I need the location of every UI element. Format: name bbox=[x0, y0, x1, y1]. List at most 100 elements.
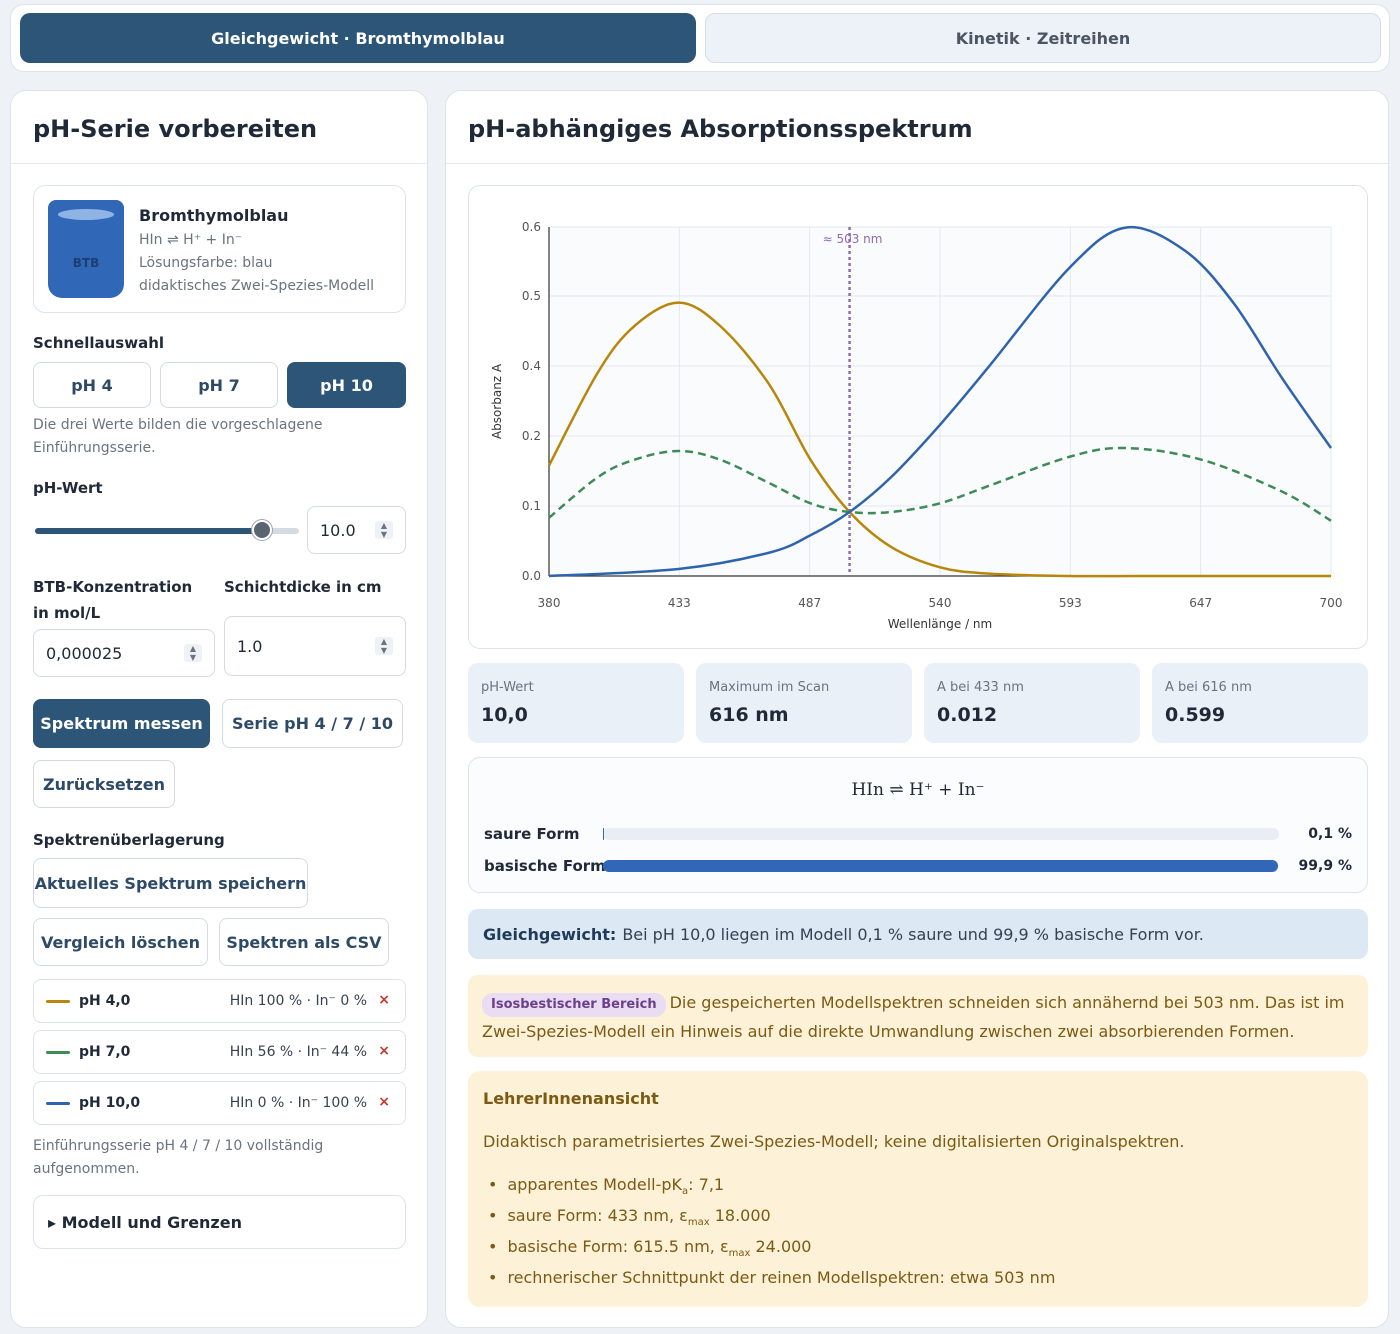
overlay-item-name: pH 10,0 bbox=[79, 1095, 141, 1111]
y-tick-label: 0.2 bbox=[522, 429, 541, 443]
overlay-item-name: pH 7,0 bbox=[79, 1044, 131, 1060]
ph-slider-fill bbox=[35, 528, 263, 534]
pathlength-input[interactable]: 1.0 ▲ ▼ bbox=[224, 616, 406, 676]
concentration-value: 0,000025 bbox=[46, 643, 123, 663]
quick-select-hint: Die drei Werte bilden die vorgeschlagene… bbox=[33, 417, 323, 456]
equilibrium-info-label: Gleichgewicht: bbox=[483, 924, 617, 944]
overlay-status: Einführungsserie pH 4 / 7 / 10 vollständ… bbox=[33, 1138, 324, 1177]
export-csv-button[interactable]: Spektren als CSV bbox=[219, 918, 389, 966]
concentration-input[interactable]: 0,000025 ▲ ▼ bbox=[33, 629, 215, 677]
stat-value: 0.012 bbox=[937, 704, 998, 726]
y-tick-label: 0.5 bbox=[522, 289, 541, 303]
remove-icon[interactable]: × bbox=[378, 1043, 390, 1059]
tab-kinetics[interactable]: Kinetik · Zeitreihen bbox=[705, 13, 1381, 63]
indicator-color: Lösungsfarbe: blau bbox=[139, 255, 273, 271]
base-form-bar-fill bbox=[603, 860, 1279, 872]
equilibrium-info: Gleichgewicht: Bei pH 10,0 liegen im Mod… bbox=[468, 909, 1368, 959]
teacher-view-text: Didaktisch parametrisiertes Zwei-Spezies… bbox=[483, 1132, 1185, 1151]
stat-label: Maximum im Scan bbox=[709, 680, 830, 695]
vial-icon: BTB bbox=[48, 200, 124, 298]
ph-slider[interactable] bbox=[35, 520, 299, 540]
overlay-item: pH 10,0 HIn 0 % · In⁻ 100 % × bbox=[33, 1081, 406, 1125]
indicator-model: didaktisches Zwei-Spezies-Modell bbox=[139, 278, 375, 294]
x-axis-label: Wellenlänge / nm bbox=[888, 617, 992, 631]
series-swatch-icon bbox=[46, 1102, 70, 1105]
x-tick-label: 540 bbox=[929, 596, 952, 610]
x-tick-label: 380 bbox=[538, 596, 561, 610]
overlay-item-name: pH 4,0 bbox=[79, 993, 131, 1009]
spectrum-chart-svg: 380 433 487 540 593 647 700 0.0 0.1 0.2 0.4 0.5 0.6 W… bbox=[490, 220, 1343, 631]
stat-value: 0.599 bbox=[1165, 704, 1226, 726]
pathlength-label: Schichtdicke in cm bbox=[224, 578, 382, 596]
teacher-view-list: apparentes Modell-pKa: 7,1 saure Form: 4… bbox=[488, 1175, 1055, 1299]
overlay-item: pH 4,0 HIn 100 % · In⁻ 0 % × bbox=[33, 979, 406, 1023]
y-axis-label: Absorbanz A bbox=[490, 363, 504, 439]
tab-bar: Gleichgewicht · Bromthymolblau Kinetik ·… bbox=[10, 4, 1390, 72]
list-item: rechnerischer Schnittpunkt der reinen Mo… bbox=[488, 1268, 1055, 1299]
remove-icon[interactable]: × bbox=[378, 1094, 390, 1110]
acid-form-bar bbox=[603, 828, 1279, 840]
overlay-label: Spektrenüberlagerung bbox=[33, 831, 225, 849]
series-swatch-icon bbox=[46, 1000, 70, 1003]
clear-comparison-button[interactable]: Vergleich löschen bbox=[33, 918, 208, 966]
divider bbox=[446, 163, 1388, 164]
acid-form-percent: 0,1 % bbox=[1308, 826, 1352, 842]
model-limits-toggle[interactable]: ▸ Modell und Grenzen bbox=[33, 1195, 406, 1249]
overlay-item: pH 7,0 HIn 56 % · In⁻ 44 % × bbox=[33, 1030, 406, 1074]
y-tick-label: 0.1 bbox=[522, 499, 541, 513]
divider bbox=[11, 163, 427, 164]
x-tick-label: 593 bbox=[1059, 596, 1082, 610]
spectrum-panel: pH-abhängiges Absorptionsspektrum 380 433… bbox=[445, 90, 1389, 1328]
measure-spectrum-button[interactable]: Spektrum messen bbox=[33, 699, 210, 748]
quick-select-label: Schnellauswahl bbox=[33, 334, 165, 352]
base-form-percent: 99,9 % bbox=[1298, 858, 1352, 874]
acid-form-label: saure Form bbox=[484, 825, 580, 843]
stat-label: pH-Wert bbox=[481, 680, 534, 695]
remove-icon[interactable]: × bbox=[378, 992, 390, 1008]
x-tick-label: 433 bbox=[668, 596, 691, 610]
stat-label: A bei 616 nm bbox=[1165, 680, 1252, 695]
teacher-view: LehrerInnenansicht Didaktisch parametris… bbox=[468, 1071, 1368, 1307]
equilibrium-info-text: Bei pH 10,0 liegen im Modell 0,1 % saure… bbox=[622, 924, 1204, 944]
y-tick-label: 0.0 bbox=[522, 569, 541, 583]
stat-label: A bei 433 nm bbox=[937, 680, 1024, 695]
x-tick-label: 487 bbox=[798, 596, 821, 610]
stat-card-ph: pH-Wert 10,0 bbox=[468, 663, 684, 743]
teacher-view-title: LehrerInnenansicht bbox=[483, 1089, 659, 1108]
stat-card-maximum: Maximum im Scan 616 nm bbox=[696, 663, 912, 743]
y-tick-label: 0.6 bbox=[522, 220, 541, 234]
x-tick-label: 700 bbox=[1320, 596, 1343, 610]
ph-input[interactable]: 10.0 ▲ ▼ bbox=[307, 506, 406, 554]
control-panel-title: pH-Serie vorbereiten bbox=[33, 115, 318, 143]
control-panel: pH-Serie vorbereiten BTB Bromthymolblau … bbox=[10, 90, 428, 1328]
quick-ph10-button[interactable]: pH 10 bbox=[287, 362, 406, 408]
indicator-name: Bromthymolblau bbox=[139, 206, 289, 225]
overlay-item-info: HIn 100 % · In⁻ 0 % bbox=[229, 993, 367, 1009]
reset-button[interactable]: Zurücksetzen bbox=[33, 760, 175, 808]
equilibrium-box: HIn ⇌ H⁺ + In⁻ saure Form 0,1 % basische… bbox=[468, 757, 1368, 893]
tab-equilibrium[interactable]: Gleichgewicht · Bromthymolblau bbox=[20, 13, 696, 63]
series-button[interactable]: Serie pH 4 / 7 / 10 bbox=[222, 699, 403, 748]
ph-slider-handle[interactable] bbox=[252, 520, 273, 540]
base-form-bar bbox=[603, 860, 1279, 872]
series-swatch-icon bbox=[46, 1051, 70, 1054]
pathlength-value: 1.0 bbox=[237, 636, 263, 656]
stat-value: 616 nm bbox=[709, 704, 789, 726]
y-tick-label: 0.4 bbox=[522, 359, 541, 373]
ph-spinner-icon[interactable]: ▲ ▼ bbox=[375, 521, 393, 539]
stat-card-a616: A bei 616 nm 0.599 bbox=[1152, 663, 1368, 743]
concentration-spinner-icon[interactable]: ▲ ▼ bbox=[184, 644, 202, 662]
list-item: basische Form: 615.5 nm, εmax 24.000 bbox=[488, 1237, 1055, 1268]
quick-ph7-button[interactable]: pH 7 bbox=[160, 362, 278, 408]
stat-value: 10,0 bbox=[481, 704, 528, 726]
vial-label: BTB bbox=[72, 256, 100, 270]
save-spectrum-button[interactable]: Aktuelles Spektrum speichern bbox=[33, 858, 308, 908]
series-line-ph-7-0 bbox=[548, 446, 1332, 522]
pathlength-spinner-icon[interactable]: ▲ ▼ bbox=[375, 637, 393, 655]
quick-ph4-button[interactable]: pH 4 bbox=[33, 362, 151, 408]
overlay-item-info: HIn 0 % · In⁻ 100 % bbox=[229, 1095, 367, 1111]
ph-input-value: 10.0 bbox=[320, 520, 356, 540]
ph-label: pH-Wert bbox=[33, 479, 103, 497]
acid-form-bar-fill bbox=[603, 828, 604, 840]
isosbestic-text: Die gespeicherten Modellspektren schneid… bbox=[482, 993, 1345, 1041]
